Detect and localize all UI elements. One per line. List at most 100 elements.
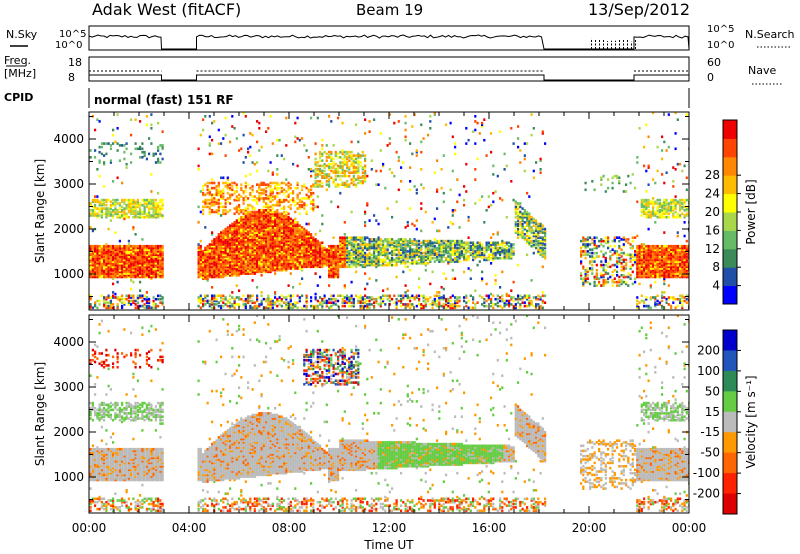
heatmap-cell [118,250,121,253]
heatmap-cell [287,244,290,248]
heatmap-cell [280,246,283,250]
heatmap-cell [197,262,200,265]
heatmap-cell [467,236,470,239]
heatmap-cell [114,292,117,296]
heatmap-cell [321,185,324,188]
heatmap-cell [154,212,157,216]
heatmap-cell [341,181,344,185]
heatmap-cell [429,296,432,299]
heatmap-cell [125,274,128,277]
heatmap-cell [139,263,142,267]
heatmap-cell [125,275,128,279]
heatmap-cell [197,253,200,257]
heatmap-cell [285,306,288,310]
heatmap-cell [242,263,245,267]
heatmap-cell [103,260,106,263]
heatmap-cell [226,251,229,255]
heatmap-cell [260,239,263,243]
heatmap-cell [105,296,108,299]
heatmap-cell [98,260,101,263]
heatmap-cell [206,267,209,270]
heatmap-cell [296,193,299,197]
heatmap-cell [226,260,229,263]
heatmap-cell [283,221,286,224]
heatmap-cell [107,246,110,250]
heatmap-cell [244,268,247,272]
heatmap-cell [249,241,252,245]
heatmap-cell [247,260,250,263]
heatmap-cell [231,125,234,128]
heatmap-cell [280,231,283,234]
heatmap-cell [202,258,205,262]
heatmap-cell [402,251,405,255]
heatmap-cell [134,267,137,270]
heatmap-cell [258,233,261,236]
heatmap-cell [121,246,124,250]
heatmap-cell [265,241,268,245]
heatmap-cell [161,301,164,304]
heatmap-cell [116,296,119,299]
heatmap-cell [303,144,306,147]
heatmap-cell [415,150,418,154]
heatmap-cell [235,270,238,274]
heatmap-cell [269,238,272,241]
heatmap-cell [244,215,247,219]
heatmap-cell [348,243,351,246]
heatmap-cell [298,207,301,210]
heatmap-cell [274,256,277,260]
heatmap-cell [305,229,308,233]
heatmap-cell [213,200,216,204]
heatmap-cell [89,244,92,248]
heatmap-cell [121,256,124,260]
heatmap-cell [202,275,205,279]
heatmap-cell [350,243,353,246]
heatmap-cell [123,272,126,275]
heatmap-cell [361,301,364,304]
heatmap-cell [262,260,265,263]
heatmap-cell [332,303,335,306]
heatmap-cell [145,203,148,207]
heatmap-cell [285,231,288,234]
heatmap-cell [292,229,295,233]
heatmap-cell [220,267,223,270]
heatmap-cell [109,258,112,262]
heatmap-cell [258,303,261,306]
heatmap-cell [204,250,207,253]
heatmap-cell [465,294,468,298]
heatmap-cell [384,239,387,243]
heatmap-cell [242,224,245,227]
heatmap-cell [330,250,333,253]
heatmap-cell [94,270,97,274]
heatmap-cell [395,275,398,279]
heatmap-cell [355,154,358,157]
heatmap-cell [451,258,454,262]
heatmap-cell [116,280,119,284]
heatmap-cell [229,263,232,267]
heatmap-cell [121,270,124,274]
heatmap-cell [274,303,277,306]
heatmap-cell [130,152,133,156]
heatmap-cell [217,190,220,193]
heatmap-cell [285,229,288,233]
heatmap-cell [267,215,270,219]
heatmap-cell [112,258,115,262]
heatmap-cell [229,272,232,275]
heatmap-cell [116,246,119,250]
heatmap-cell [134,205,137,209]
heatmap-cell [89,304,92,308]
heatmap-cell [154,209,157,212]
heatmap-cell [98,207,101,210]
heatmap-cell [105,253,108,257]
heatmap-cell [276,214,279,217]
heatmap-cell [231,115,234,118]
heatmap-cell [242,112,245,115]
heatmap-cell [289,224,292,227]
heatmap-cell [442,243,445,246]
heatmap-cell [114,250,117,253]
heatmap-cell [152,253,155,257]
heatmap-cell [157,214,160,217]
heatmap-cell [258,260,261,263]
heatmap-cell [352,248,355,251]
heatmap-cell [247,212,250,216]
heatmap-cell [370,262,373,265]
